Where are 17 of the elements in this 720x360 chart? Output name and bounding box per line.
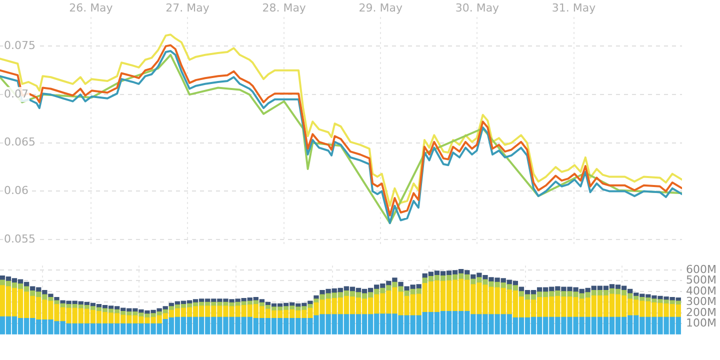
y-tick-label: 500M [686, 274, 716, 287]
x-tick-label: 30. May [455, 1, 500, 14]
x-tick-label: 26. May [69, 1, 114, 14]
x-tick-label: 29. May [358, 1, 403, 14]
y-tick-label: 0.06 [4, 184, 28, 198]
y-tick-label: 0.07 [4, 87, 28, 100]
y-tick-label: 400M [686, 284, 716, 298]
y-tick-label: 0.075 [4, 39, 36, 52]
x-tick-label: 28. May [262, 1, 306, 14]
y-tick-label: 300M [686, 295, 716, 308]
y-tick-label: 200M [686, 306, 716, 319]
y-tick-label: 0.055 [4, 232, 36, 246]
x-tick-label: 27. May [166, 1, 210, 14]
y-tick-label: 600M [686, 262, 716, 276]
y-tick-label: 0.065 [4, 136, 36, 149]
x-tick-label: 31. May [552, 1, 596, 14]
y-tick-label: 100M [686, 316, 716, 330]
